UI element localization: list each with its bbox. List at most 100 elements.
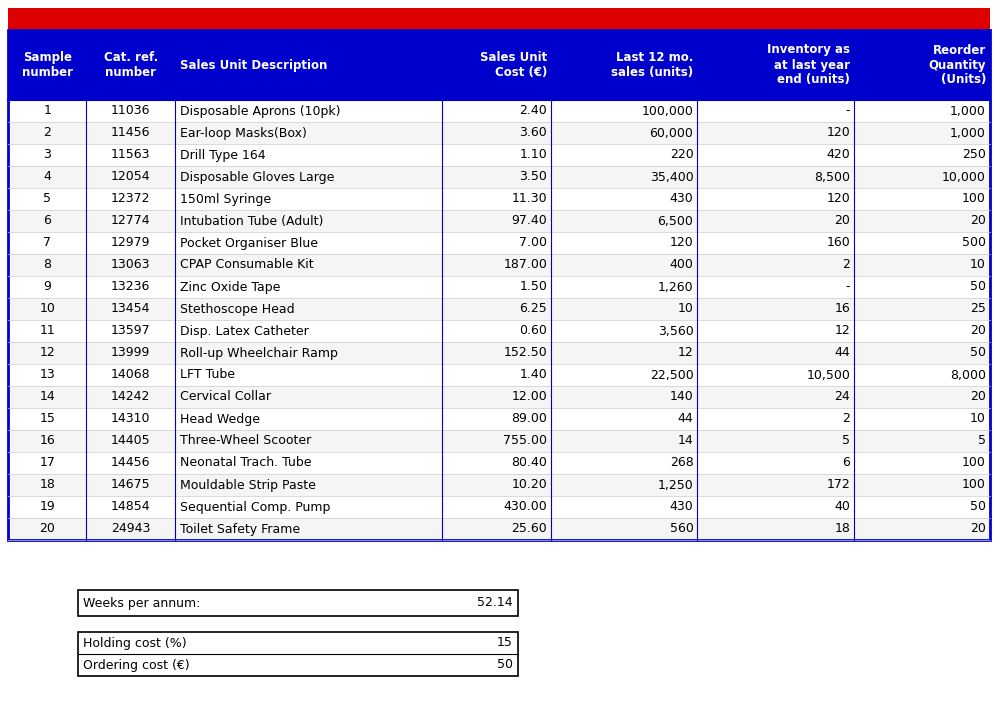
Text: 14456: 14456 bbox=[111, 457, 151, 470]
Text: 220: 220 bbox=[670, 149, 694, 162]
Bar bbox=[8, 144, 990, 166]
Text: 12372: 12372 bbox=[111, 193, 151, 206]
Text: Roll-up Wheelchair Ramp: Roll-up Wheelchair Ramp bbox=[181, 347, 338, 360]
Bar bbox=[8, 364, 990, 386]
Bar bbox=[8, 518, 990, 540]
Text: 5: 5 bbox=[43, 193, 51, 206]
Text: 420: 420 bbox=[826, 149, 850, 162]
Text: 13597: 13597 bbox=[111, 324, 151, 337]
Text: Stethoscope Head: Stethoscope Head bbox=[181, 303, 294, 316]
Text: 100: 100 bbox=[962, 479, 986, 492]
Text: Sequential Comp. Pump: Sequential Comp. Pump bbox=[181, 500, 330, 513]
Text: 12: 12 bbox=[834, 324, 850, 337]
Text: 60,000: 60,000 bbox=[650, 127, 694, 139]
Text: 18: 18 bbox=[39, 479, 55, 492]
Text: 44: 44 bbox=[834, 347, 850, 360]
Text: 12: 12 bbox=[678, 347, 694, 360]
Text: 20: 20 bbox=[834, 214, 850, 227]
Text: 430: 430 bbox=[670, 193, 694, 206]
Bar bbox=[8, 452, 990, 474]
Text: Drill Type 164: Drill Type 164 bbox=[181, 149, 265, 162]
Text: Head Wedge: Head Wedge bbox=[181, 413, 260, 426]
Bar bbox=[8, 430, 990, 452]
Text: 120: 120 bbox=[826, 127, 850, 139]
Bar bbox=[8, 254, 990, 276]
Text: 430: 430 bbox=[670, 500, 694, 513]
Bar bbox=[8, 8, 990, 30]
Text: 1,000: 1,000 bbox=[950, 127, 986, 139]
Text: 10: 10 bbox=[678, 303, 694, 316]
Text: 7.00: 7.00 bbox=[519, 237, 547, 249]
Text: Sales Unit
Cost (€): Sales Unit Cost (€) bbox=[480, 51, 547, 79]
Text: 16: 16 bbox=[834, 303, 850, 316]
Text: 1: 1 bbox=[43, 104, 51, 117]
Text: 14405: 14405 bbox=[111, 434, 151, 447]
Text: 14242: 14242 bbox=[111, 390, 151, 403]
Text: 12774: 12774 bbox=[111, 214, 151, 227]
Text: Pocket Organiser Blue: Pocket Organiser Blue bbox=[181, 237, 318, 249]
Text: 14: 14 bbox=[678, 434, 694, 447]
Bar bbox=[8, 188, 990, 210]
Text: -: - bbox=[845, 104, 850, 117]
Text: 12054: 12054 bbox=[111, 170, 151, 183]
Text: 100: 100 bbox=[962, 457, 986, 470]
Text: Intubation Tube (Adult): Intubation Tube (Adult) bbox=[181, 214, 323, 227]
Bar bbox=[8, 276, 990, 298]
Text: 11: 11 bbox=[39, 324, 55, 337]
Text: 6: 6 bbox=[43, 214, 51, 227]
Text: 10,000: 10,000 bbox=[942, 170, 986, 183]
Text: 10: 10 bbox=[970, 413, 986, 426]
Text: 6,500: 6,500 bbox=[658, 214, 694, 227]
Text: 3: 3 bbox=[43, 149, 51, 162]
Text: Ear-loop Masks(Box): Ear-loop Masks(Box) bbox=[181, 127, 307, 139]
Text: 6.25: 6.25 bbox=[520, 303, 547, 316]
Text: 24943: 24943 bbox=[111, 523, 151, 536]
Text: 17: 17 bbox=[39, 457, 55, 470]
Text: 0.60: 0.60 bbox=[519, 324, 547, 337]
Bar bbox=[8, 210, 990, 232]
Text: 44: 44 bbox=[678, 413, 694, 426]
Bar bbox=[8, 320, 990, 342]
Text: 1.10: 1.10 bbox=[520, 149, 547, 162]
Text: 20: 20 bbox=[970, 324, 986, 337]
Text: Ordering cost (€): Ordering cost (€) bbox=[83, 659, 190, 672]
Text: 430.00: 430.00 bbox=[503, 500, 547, 513]
Bar bbox=[8, 100, 990, 122]
Text: LFT Tube: LFT Tube bbox=[181, 369, 236, 382]
Text: 50: 50 bbox=[970, 280, 986, 293]
Text: 10: 10 bbox=[970, 259, 986, 272]
Text: 152.50: 152.50 bbox=[503, 347, 547, 360]
Text: 50: 50 bbox=[970, 347, 986, 360]
Text: Mouldable Strip Paste: Mouldable Strip Paste bbox=[181, 479, 316, 492]
Text: 18: 18 bbox=[834, 523, 850, 536]
Text: 150ml Syringe: 150ml Syringe bbox=[181, 193, 271, 206]
Text: 3.60: 3.60 bbox=[520, 127, 547, 139]
Bar bbox=[8, 386, 990, 408]
Text: 9: 9 bbox=[43, 280, 51, 293]
Text: Disp. Latex Catheter: Disp. Latex Catheter bbox=[181, 324, 309, 337]
Text: 35,400: 35,400 bbox=[650, 170, 694, 183]
Text: 20: 20 bbox=[970, 214, 986, 227]
Bar bbox=[8, 166, 990, 188]
Text: Inventory as
at last year
end (units): Inventory as at last year end (units) bbox=[767, 44, 850, 86]
Text: Cervical Collar: Cervical Collar bbox=[181, 390, 271, 403]
Bar bbox=[8, 298, 990, 320]
Text: Sample
number: Sample number bbox=[22, 51, 73, 79]
Text: 12979: 12979 bbox=[111, 237, 151, 249]
Bar bbox=[8, 496, 990, 518]
Text: Neonatal Trach. Tube: Neonatal Trach. Tube bbox=[181, 457, 311, 470]
Text: 20: 20 bbox=[970, 390, 986, 403]
Text: 5: 5 bbox=[978, 434, 986, 447]
Text: Weeks per annum:: Weeks per annum: bbox=[83, 597, 201, 610]
Text: 7: 7 bbox=[43, 237, 51, 249]
Text: Disposable Gloves Large: Disposable Gloves Large bbox=[181, 170, 334, 183]
Text: CPAP Consumable Kit: CPAP Consumable Kit bbox=[181, 259, 313, 272]
Text: 5: 5 bbox=[842, 434, 850, 447]
Text: 25: 25 bbox=[970, 303, 986, 316]
Text: Zinc Oxide Tape: Zinc Oxide Tape bbox=[181, 280, 280, 293]
Text: 50: 50 bbox=[970, 500, 986, 513]
Bar bbox=[8, 408, 990, 430]
Text: 89.00: 89.00 bbox=[511, 413, 547, 426]
Text: 160: 160 bbox=[826, 237, 850, 249]
Bar bbox=[8, 30, 990, 540]
